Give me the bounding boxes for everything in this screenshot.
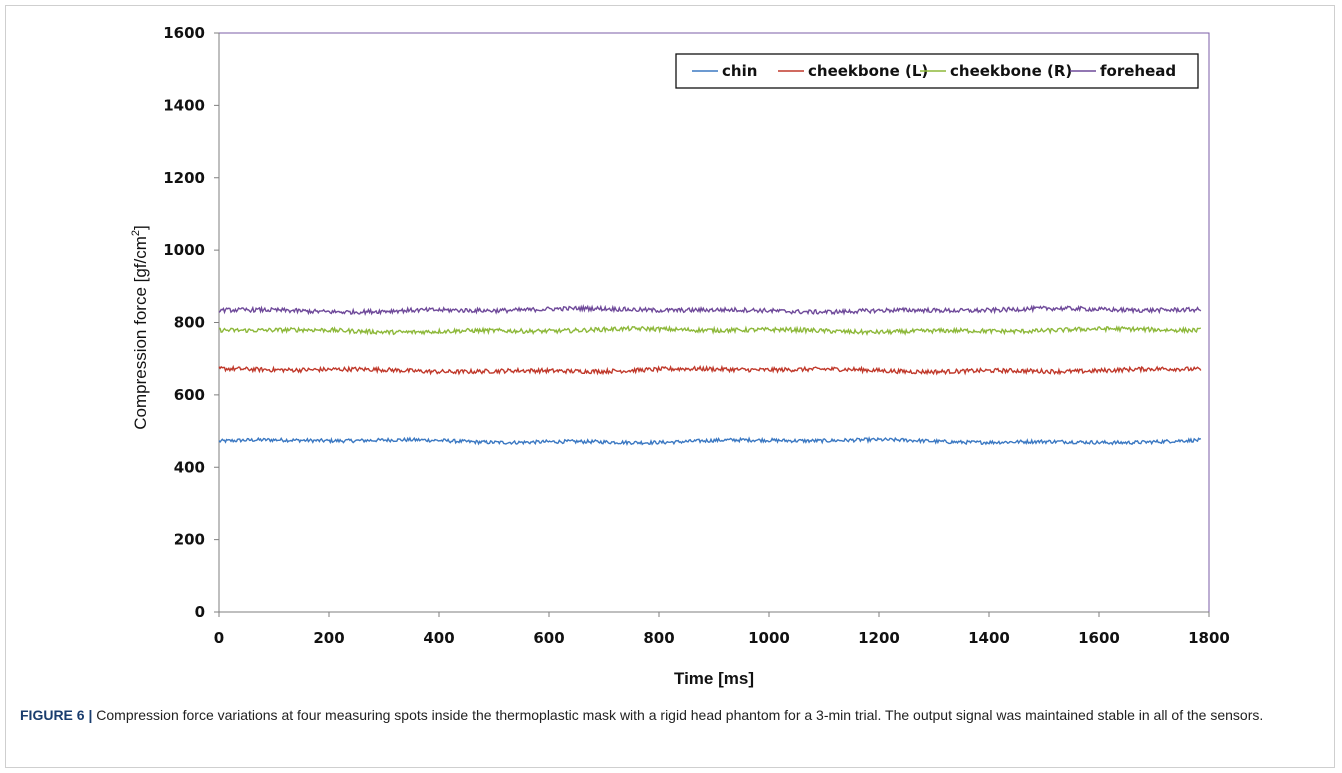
x-tick-label: 200 xyxy=(313,629,344,647)
x-tick-label: 800 xyxy=(643,629,674,647)
y-tick-label: 1200 xyxy=(163,169,205,187)
y-tick-label: 1000 xyxy=(163,241,205,259)
legend-label: forehead xyxy=(1100,62,1176,80)
y-tick-label: 600 xyxy=(174,386,205,404)
figure-caption: FIGURE 6 | Compression force variations … xyxy=(20,705,1320,726)
figure-frame: 0 200 400 600 800 1000 1200 1400 1600 0 200 400 600 8… xyxy=(5,5,1335,768)
series-line-forehead xyxy=(218,304,1202,317)
x-tick-label: 400 xyxy=(423,629,454,647)
y-tick-label: 0 xyxy=(195,603,205,621)
series-line-cheekbone-l xyxy=(218,364,1202,376)
y-tick-label: 400 xyxy=(174,458,205,476)
legend-box xyxy=(675,53,1199,89)
y-tick-label: 1400 xyxy=(163,96,205,114)
x-tick-label: 1400 xyxy=(968,629,1010,647)
y-tick-label: 800 xyxy=(174,314,205,332)
x-tick-label: 0 xyxy=(214,629,224,647)
y-axis-title: Compression force [gf/cm2] xyxy=(130,225,150,430)
legend-label: cheekbone (L) xyxy=(808,62,928,80)
line-chart: 0 200 400 600 800 1000 1200 1400 1600 0 200 400 600 8… xyxy=(130,24,1230,688)
x-tick-label: 1600 xyxy=(1078,629,1120,647)
x-tick-label: 1000 xyxy=(748,629,790,647)
legend-label: chin xyxy=(722,62,757,80)
series-line-cheekbone-r xyxy=(218,324,1201,336)
x-tick-label: 600 xyxy=(533,629,564,647)
legend-label: cheekbone (R) xyxy=(950,62,1072,80)
plot-area-border xyxy=(218,32,1210,613)
x-axis-title: Time [ms] xyxy=(674,669,754,688)
y-tick-label: 200 xyxy=(174,531,205,549)
caption-text: Compression force variations at four mea… xyxy=(92,707,1264,723)
x-tick-label: 1200 xyxy=(858,629,900,647)
x-tick-label: 1800 xyxy=(1188,629,1230,647)
y-tick-label: 1600 xyxy=(163,24,205,42)
series-line-chin xyxy=(218,436,1202,446)
caption-label: FIGURE 6 | xyxy=(20,707,93,723)
